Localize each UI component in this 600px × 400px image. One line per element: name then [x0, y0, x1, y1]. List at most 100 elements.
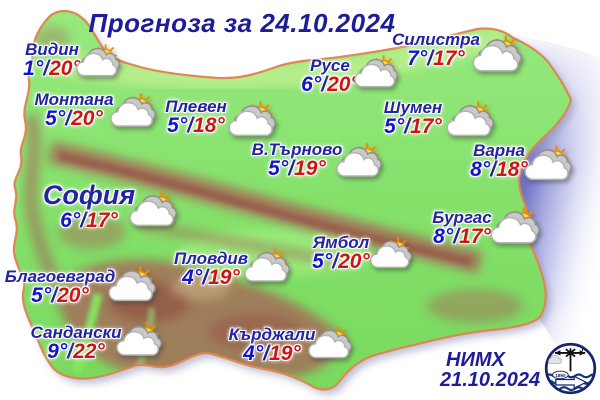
city-temps: 8°/17° — [432, 226, 491, 247]
city-temps: 5°/20° — [312, 251, 370, 272]
max-temp: 20° — [71, 107, 103, 131]
city-temps: 5°/17° — [384, 116, 442, 137]
temp-separator: / — [65, 107, 72, 131]
partly-cloudy-icon — [74, 44, 120, 80]
city-plovdiv: Пловдив 4°/19° — [174, 250, 248, 289]
credit-org: НИМХ — [446, 349, 505, 371]
city-temps: 5°/19° — [252, 158, 343, 179]
partly-cloudy-icon — [334, 143, 382, 181]
credit: НИМХ 21.10.2024 — [440, 350, 540, 390]
min-temp: 4° — [182, 266, 203, 290]
partly-cloudy-icon — [444, 101, 494, 140]
city-burgas: Бургас 8°/17° — [432, 209, 491, 248]
min-temp: 6° — [301, 73, 322, 97]
temp-separator: / — [321, 73, 328, 97]
max-temp: 17° — [86, 208, 118, 232]
city-name: Ямбол — [312, 233, 370, 252]
city-name: Плевен — [165, 97, 227, 116]
city-ruse: Русе 6°/20° — [301, 57, 359, 96]
nimh-logo: N 1890 — [544, 342, 597, 395]
city-name: Силистра — [391, 30, 481, 49]
temp-separator: / — [80, 208, 87, 232]
city-name: Сандански — [30, 323, 122, 342]
max-temp: 19° — [269, 342, 301, 366]
city-name: В.Търново — [251, 140, 343, 159]
city-silistra: Силистра 7°/17° — [392, 31, 480, 70]
city-temps: 4°/19° — [174, 267, 248, 288]
max-temp: 22° — [73, 340, 105, 364]
partly-cloudy-icon — [226, 101, 276, 140]
temp-separator: / — [187, 114, 194, 138]
city-vidin: Видин 1°/20° — [23, 41, 81, 80]
city-temps: 9°/22° — [30, 341, 121, 362]
partly-cloudy-icon — [106, 266, 156, 305]
temp-separator: / — [67, 340, 74, 364]
temp-separator: / — [427, 47, 434, 71]
min-temp: 4° — [243, 342, 264, 366]
city-name: Шумен — [383, 98, 443, 117]
city-name: Пловдив — [174, 249, 248, 268]
city-temps: 4°/19° — [229, 343, 316, 364]
partly-cloudy-icon — [127, 191, 177, 230]
max-temp: 20° — [338, 250, 370, 274]
partly-cloudy-icon — [306, 326, 352, 362]
partly-cloudy-icon — [470, 35, 522, 76]
logo-arrow-icon — [555, 375, 588, 390]
city-name: София — [42, 180, 136, 210]
city-sofia: София 6°/17° — [42, 180, 136, 232]
temp-separator: / — [288, 157, 295, 181]
min-temp: 5° — [384, 115, 405, 139]
max-temp: 17° — [410, 115, 442, 139]
max-temp: 20° — [49, 57, 81, 81]
city-temps: 5°/18° — [165, 115, 227, 136]
city-sandanski: Сандански 9°/22° — [30, 324, 121, 363]
partly-cloudy-icon — [368, 237, 412, 271]
min-temp: 9° — [47, 340, 68, 364]
partly-cloudy-icon — [114, 322, 162, 360]
temp-separator: / — [404, 115, 411, 139]
temp-separator: / — [43, 57, 50, 81]
max-temp: 18° — [193, 114, 225, 138]
city-temps: 5°/20° — [34, 108, 113, 129]
city-temps: 1°/20° — [23, 58, 81, 79]
city-blagoevgrad: Благоевград 5°/20° — [5, 268, 115, 307]
credit-date: 21.10.2024 — [440, 369, 541, 391]
partly-cloudy-icon — [522, 145, 572, 184]
min-temp: 5° — [268, 157, 289, 181]
city-montana: Монтана 5°/20° — [34, 91, 113, 130]
forecast-title: Прогноза за 24.10.2024 — [88, 8, 396, 38]
city-name: Благоевград — [4, 267, 116, 286]
temp-separator: / — [490, 158, 497, 182]
max-temp: 17° — [459, 225, 491, 249]
temp-separator: / — [453, 225, 460, 249]
black-sea — [513, 36, 600, 400]
city-temps: 6°/20° — [301, 74, 359, 95]
max-temp: 17° — [433, 47, 465, 71]
partly-cloudy-icon — [488, 207, 540, 248]
city-temps: 7°/17° — [392, 48, 480, 69]
city-kardzhali: Кърджали 4°/19° — [229, 326, 316, 365]
city-veliko-tarnovo: В.Търново 5°/19° — [252, 141, 343, 180]
city-yambol: Ямбол 5°/20° — [312, 234, 370, 273]
min-temp: 7° — [407, 47, 428, 71]
city-temps: 8°/18° — [470, 159, 528, 180]
temp-separator: / — [202, 266, 209, 290]
max-temp: 20° — [57, 284, 89, 308]
city-name: Русе — [310, 56, 350, 75]
logo-founding-year: 1890 — [555, 373, 566, 378]
city-pleven: Плевен 5°/18° — [165, 98, 227, 137]
partly-cloudy-icon — [108, 93, 156, 131]
temp-separator: / — [51, 284, 58, 308]
min-temp: 8° — [470, 158, 491, 182]
min-temp: 5° — [31, 284, 52, 308]
partly-cloudy-icon — [242, 248, 290, 286]
city-name: Варна — [473, 141, 525, 160]
city-shumen: Шумен 5°/17° — [384, 99, 442, 138]
city-temps: 6°/17° — [43, 208, 135, 232]
city-temps: 5°/20° — [5, 285, 115, 306]
temp-separator: / — [332, 250, 339, 274]
max-temp: 20° — [327, 73, 359, 97]
max-temp: 19° — [294, 157, 326, 181]
min-temp: 5° — [45, 107, 66, 131]
